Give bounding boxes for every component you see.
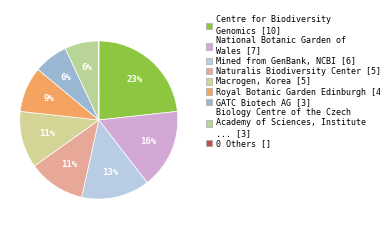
Wedge shape <box>38 48 99 120</box>
Text: 11%: 11% <box>39 129 55 138</box>
Text: 9%: 9% <box>44 95 55 103</box>
Wedge shape <box>99 41 177 120</box>
Text: 13%: 13% <box>103 168 119 177</box>
Legend: Centre for Biodiversity
Genomics [10], National Botanic Garden of
Wales [7], Min: Centre for Biodiversity Genomics [10], N… <box>206 16 380 148</box>
Text: 6%: 6% <box>60 73 71 82</box>
Wedge shape <box>82 120 147 199</box>
Text: 11%: 11% <box>61 160 77 169</box>
Text: 6%: 6% <box>82 63 92 72</box>
Wedge shape <box>20 111 99 166</box>
Wedge shape <box>99 111 178 183</box>
Wedge shape <box>35 120 99 197</box>
Text: 23%: 23% <box>127 75 143 84</box>
Text: 16%: 16% <box>140 137 156 145</box>
Wedge shape <box>20 69 99 120</box>
Wedge shape <box>65 41 99 120</box>
